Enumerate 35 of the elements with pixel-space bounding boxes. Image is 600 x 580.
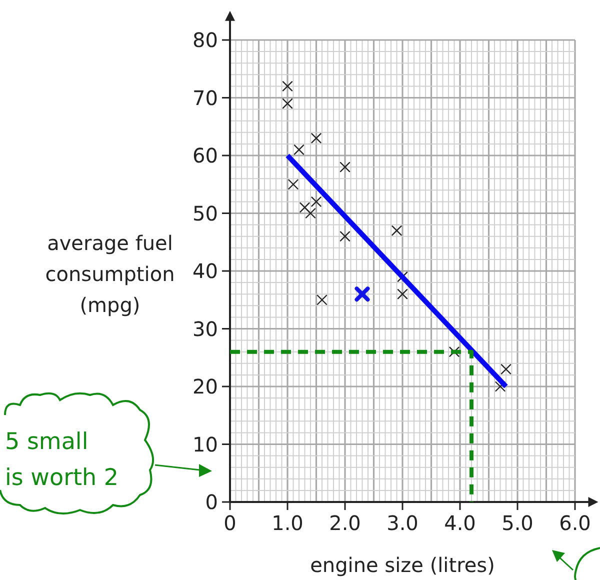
x-tick-label: 4.0 (444, 511, 476, 535)
point (300, 202, 310, 213)
point (316, 294, 328, 305)
point (282, 81, 293, 92)
x-tick-label: 0 (224, 511, 236, 535)
point (311, 133, 322, 144)
x-axis-title: engine size (litres) (310, 553, 495, 577)
x-tick-label: 6.0 (559, 511, 591, 535)
point (500, 364, 512, 374)
y-tick-label: 60 (192, 144, 218, 168)
y-tick-label: 20 (192, 374, 218, 398)
point (354, 286, 370, 302)
point (311, 196, 322, 207)
y-tick-label: 30 (192, 316, 218, 341)
point (340, 162, 350, 172)
point (397, 289, 408, 300)
y-axis-title: average fuel consumption (mpg) (45, 231, 175, 317)
text: 5 small is worth 2 (5, 429, 119, 491)
point (495, 381, 506, 392)
point (340, 231, 350, 242)
y-tick-label: 0 (205, 490, 218, 514)
x-tick-label: 1.0 (272, 511, 304, 535)
point (392, 225, 402, 236)
x-tick-label: 5.0 (502, 511, 534, 535)
x-tick-label: 3.0 (386, 511, 418, 535)
y-tick-label: 70 (192, 86, 218, 110)
point (282, 98, 293, 109)
y-tick-label: 10 (192, 432, 218, 456)
y-tick-label: 50 (192, 201, 218, 226)
x-tick-label: 2.0 (329, 511, 361, 535)
point (294, 144, 304, 155)
y-tick-label: 80 (192, 28, 218, 52)
point (305, 208, 316, 218)
point (288, 179, 298, 190)
y-tick-label: 40 (192, 259, 218, 283)
